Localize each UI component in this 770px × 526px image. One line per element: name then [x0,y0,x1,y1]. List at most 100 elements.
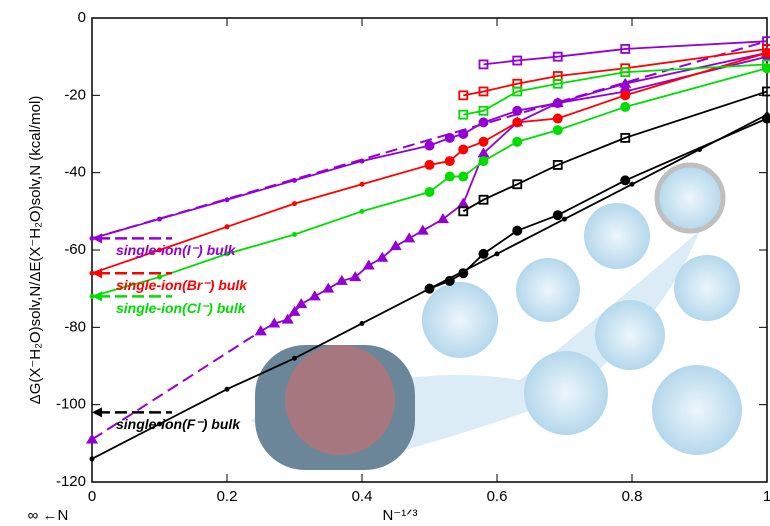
marker [349,271,362,282]
marker [764,112,770,118]
series-line [483,40,768,66]
series-line [91,191,430,298]
marker [620,101,631,112]
y-axis-label: ΔG(X⁻H₂O)solv,N/ΔE(X⁻H₂O)solv,N (kcal/mo… [27,96,44,405]
arrow-head [92,407,102,418]
marker [362,259,375,270]
marker [458,206,469,217]
marker [620,67,631,78]
series-line [91,144,430,240]
marker [416,224,429,235]
marker [254,325,267,336]
marker [762,86,770,97]
marker [157,274,162,280]
y-tick-label: -20 [64,86,86,103]
marker [478,136,489,147]
y-tick-label: 0 [78,9,86,26]
marker [551,97,564,108]
marker [477,147,490,158]
marker [224,386,230,392]
marker [619,77,632,88]
marker [478,248,489,259]
marker [292,355,297,361]
marker [359,320,365,326]
y-tick-label: -80 [64,318,86,335]
bulk-label: single-ion(Cl⁻) bulk [116,300,247,316]
marker [478,59,489,70]
marker [427,162,432,168]
marker [359,158,365,164]
marker [292,177,297,183]
marker [552,51,563,62]
y-tick-label: -120 [56,473,86,490]
marker [376,251,389,262]
marker [89,456,95,462]
marker [629,181,635,187]
marker [620,44,631,54]
marker [478,117,489,128]
marker [444,156,455,167]
cluster-illustration [250,162,742,470]
x-note: ∞ ←N [28,507,69,524]
marker [562,216,567,222]
marker [762,63,770,74]
marker [620,175,631,186]
marker [292,201,297,207]
arrow-head [92,291,102,302]
marker [552,210,563,221]
arrow-head [92,268,102,279]
marker [335,274,348,285]
x-tick-label: 0.4 [352,488,373,505]
marker [762,47,770,58]
marker [427,189,432,195]
marker [268,317,281,328]
marker [444,171,455,182]
marker [359,181,365,187]
marker [444,275,455,286]
marker [458,144,469,155]
marker [224,224,230,230]
marker [322,282,335,293]
series-line [91,164,430,275]
x-tick-label: 0.2 [217,488,238,505]
marker [458,90,469,101]
marker [512,136,523,147]
series-line [91,330,262,441]
marker [478,86,489,97]
marker [295,298,308,309]
marker [308,290,321,301]
marker [512,55,523,66]
marker [403,232,416,243]
x-tick-label: 0.8 [622,488,643,505]
marker [157,247,162,253]
marker [281,313,294,324]
marker [512,86,523,97]
marker [620,90,631,101]
marker [552,78,563,89]
marker [552,125,563,136]
marker [288,305,301,316]
marker [86,433,98,444]
marker [427,143,432,149]
marker [444,132,455,143]
series-line [463,48,768,97]
marker [552,160,563,170]
marker [478,194,489,205]
arrow-head [92,233,102,244]
y-tick-label: -100 [56,396,86,413]
marker [359,208,365,214]
x-tick-label: 1 [763,488,770,505]
marker [478,156,489,167]
bulk-label: single-ion(I⁻) bulk [116,242,237,258]
marker [437,213,449,224]
marker [512,117,523,128]
marker [620,132,631,143]
bulk-label: single-ion(Br⁻) bulk [116,277,248,293]
marker [427,286,432,292]
marker [494,251,500,257]
marker [292,232,297,238]
marker [458,109,469,120]
marker [157,421,162,427]
marker [512,225,523,236]
